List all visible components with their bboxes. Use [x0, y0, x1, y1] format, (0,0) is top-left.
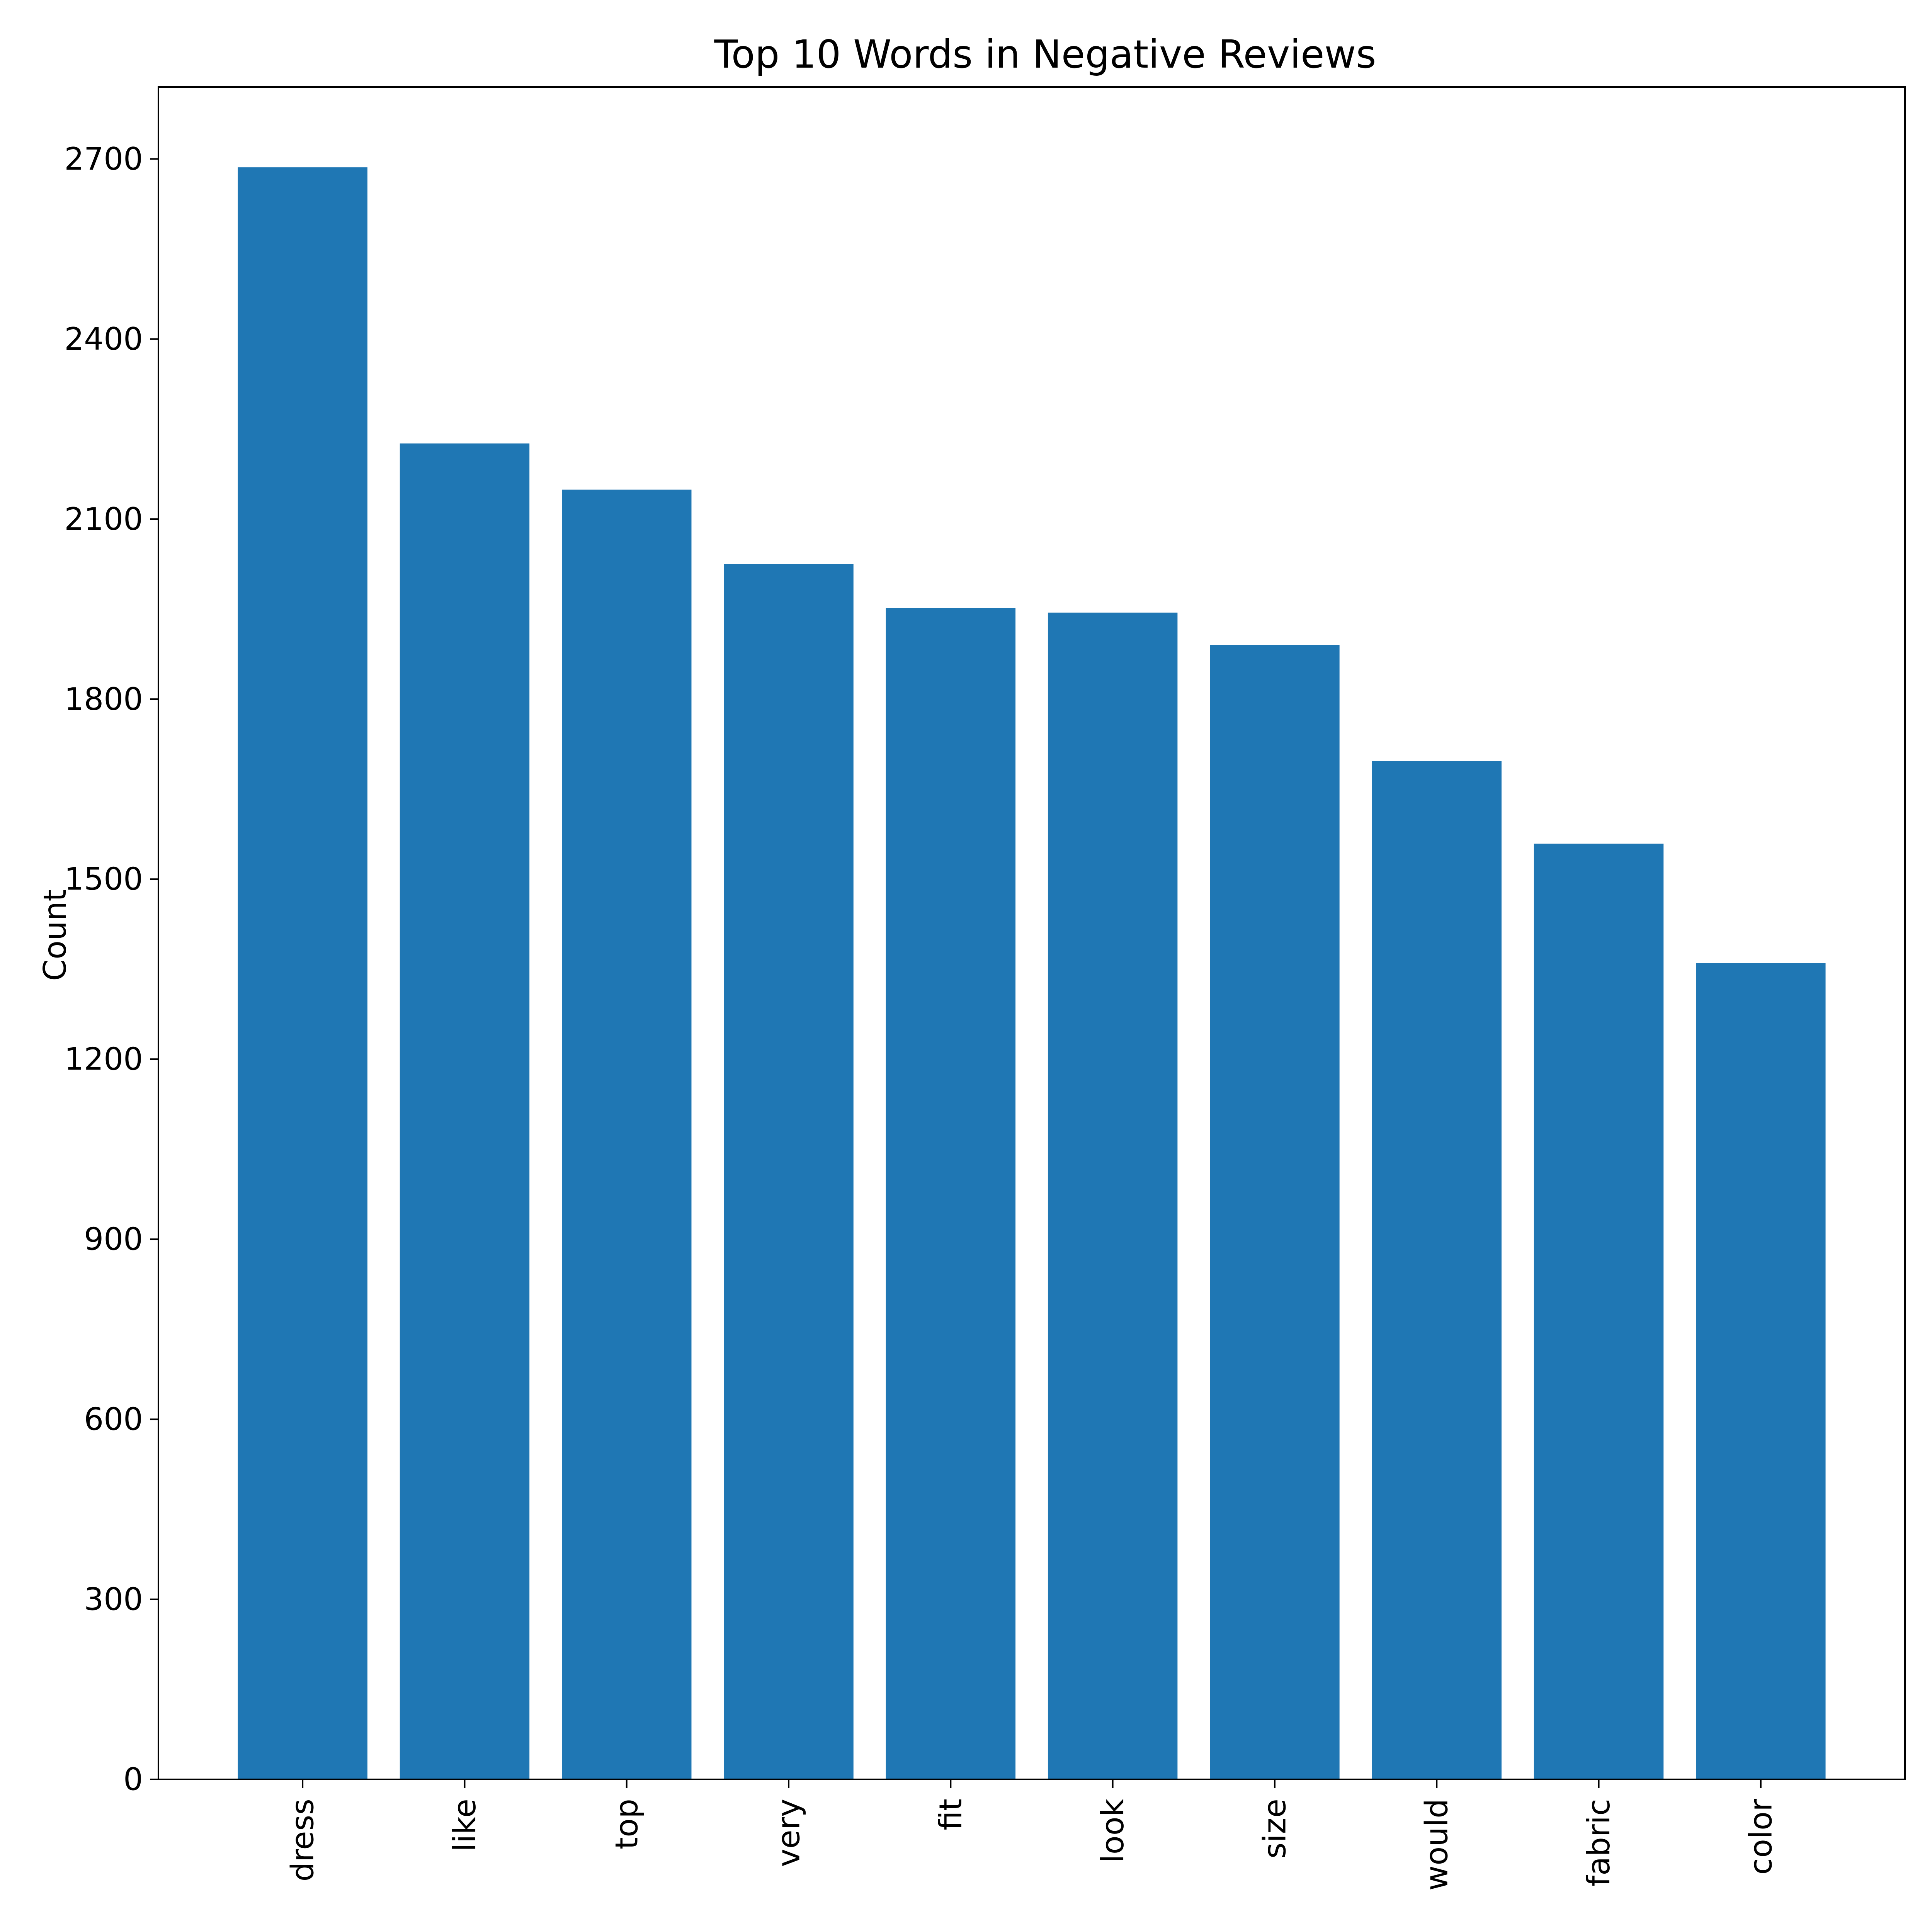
x-tick-label: look — [1095, 1798, 1131, 1863]
x-tick-label: dress — [285, 1799, 321, 1882]
y-tick-label: 1200 — [64, 1041, 143, 1077]
y-axis-label: Count — [37, 889, 73, 981]
x-tick-label: like — [447, 1799, 483, 1852]
y-tick-label: 900 — [84, 1221, 143, 1257]
bar-like — [400, 443, 530, 1779]
x-tick-label: would — [1419, 1799, 1455, 1891]
y-tick-label: 2400 — [64, 321, 143, 357]
x-tick-label: fit — [933, 1799, 969, 1830]
x-tick-label: fabric — [1581, 1799, 1617, 1886]
y-tick-label: 2700 — [64, 141, 143, 177]
y-tick-label: 1800 — [64, 681, 143, 717]
plot-frame — [158, 86, 1906, 1780]
bar-top — [562, 490, 692, 1780]
plot-area: 0 300 600 900 1200 1500 1800 2100 2400 2700 dress l… — [64, 86, 1906, 1891]
y-tick-label: 0 — [123, 1762, 143, 1798]
x-tick-label: top — [609, 1799, 645, 1849]
y-tick-label: 300 — [84, 1582, 143, 1617]
bar-dress — [238, 167, 367, 1780]
bar-very — [724, 564, 854, 1780]
chart-title: Top 10 Words in Negative Reviews — [714, 32, 1376, 77]
y-tick-label: 600 — [84, 1401, 143, 1437]
bar-size — [1210, 645, 1340, 1779]
bar-fit — [886, 608, 1016, 1779]
bar-color — [1696, 963, 1826, 1779]
x-tick-label: size — [1257, 1799, 1293, 1859]
bar-look — [1048, 612, 1178, 1779]
y-tick-label: 2100 — [64, 501, 143, 537]
x-tick-label: color — [1743, 1799, 1779, 1875]
bar-would — [1372, 761, 1502, 1780]
y-tick-label: 1500 — [64, 861, 143, 897]
bar-fabric — [1534, 844, 1664, 1779]
x-tick-label: very — [771, 1799, 807, 1867]
